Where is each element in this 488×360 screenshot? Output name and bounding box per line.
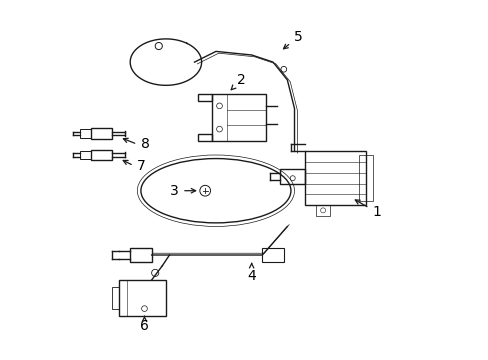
- Text: 8: 8: [141, 137, 149, 151]
- Text: 6: 6: [140, 316, 149, 333]
- Text: 1: 1: [355, 200, 380, 219]
- Text: 7: 7: [137, 159, 146, 173]
- Text: 2: 2: [231, 73, 245, 90]
- Text: 5: 5: [283, 30, 302, 49]
- Text: 3: 3: [169, 184, 178, 198]
- Text: 4: 4: [247, 264, 256, 283]
